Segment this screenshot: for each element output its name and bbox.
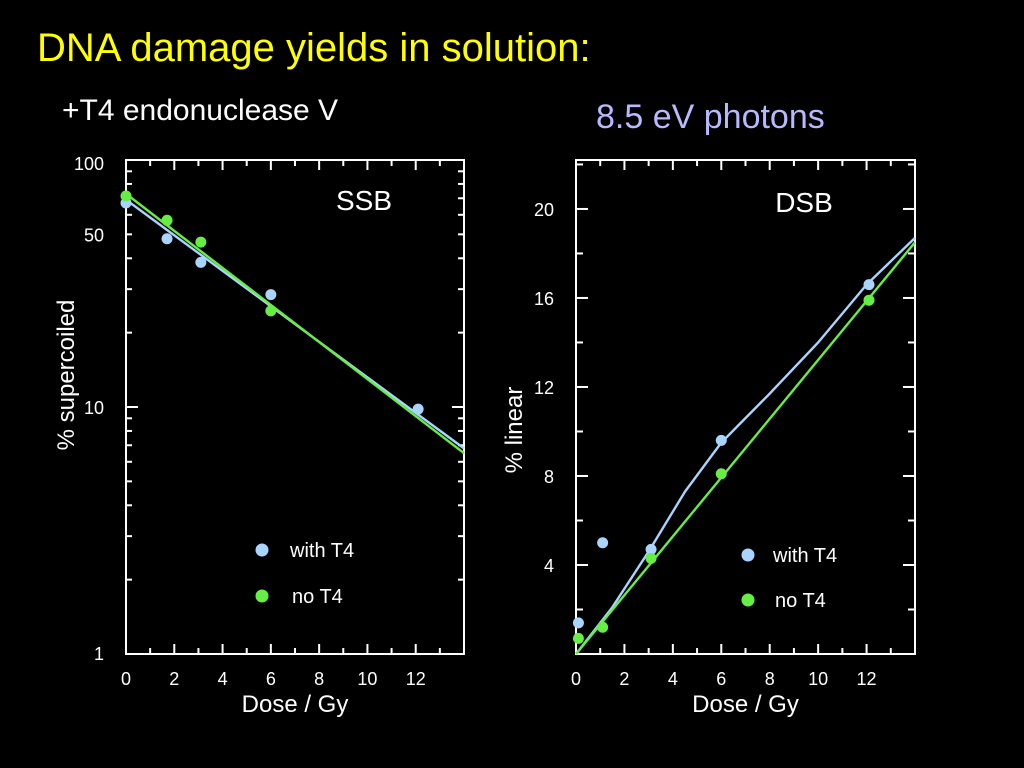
legend-marker-no-t4 bbox=[741, 593, 755, 607]
y-tick-label: 12 bbox=[534, 378, 554, 398]
data-point-with-t4 bbox=[597, 537, 609, 549]
data-point-no-t4 bbox=[715, 468, 727, 480]
y-tick-label: 10 bbox=[84, 398, 104, 418]
subtitle-enzyme: +T4 endonuclease V bbox=[62, 94, 339, 127]
legend-marker-with-t4 bbox=[255, 543, 269, 557]
plot-frame bbox=[575, 159, 916, 655]
data-point-no-t4 bbox=[120, 190, 132, 202]
x-tick-label: 4 bbox=[218, 669, 228, 689]
x-axis-label: Dose / Gy bbox=[692, 691, 799, 718]
x-tick-label: 10 bbox=[357, 669, 377, 689]
data-point-with-t4 bbox=[265, 289, 277, 301]
y-axis-label: % linear bbox=[501, 387, 528, 474]
data-point-with-t4 bbox=[161, 233, 173, 245]
legend-label: with T4 bbox=[772, 545, 837, 567]
y-tick-label: 20 bbox=[534, 200, 554, 220]
legend-marker-with-t4 bbox=[741, 548, 755, 562]
data-point-no-t4 bbox=[863, 294, 875, 306]
data-point-no-t4 bbox=[572, 632, 584, 644]
x-tick-label: 0 bbox=[121, 669, 131, 689]
data-point-no-t4 bbox=[597, 621, 609, 633]
slide-title: DNA damage yields in solution: bbox=[37, 26, 591, 70]
x-tick-label: 8 bbox=[314, 669, 324, 689]
legend-label: with T4 bbox=[289, 540, 354, 562]
data-point-no-t4 bbox=[265, 305, 277, 317]
y-tick-label: 16 bbox=[534, 289, 554, 309]
data-point-with-t4 bbox=[715, 434, 727, 446]
legend-label: no T4 bbox=[292, 586, 343, 608]
data-point-no-t4 bbox=[161, 214, 173, 226]
x-tick-label: 2 bbox=[619, 669, 629, 689]
fit-line-no-t4 bbox=[125, 192, 465, 455]
data-point-no-t4 bbox=[645, 552, 657, 564]
data-point-with-t4 bbox=[412, 403, 424, 415]
data-point-with-t4 bbox=[645, 543, 657, 555]
y-tick-label: 100 bbox=[74, 154, 104, 174]
legend-marker-no-t4 bbox=[255, 589, 269, 603]
x-tick-label: 0 bbox=[571, 669, 581, 689]
x-tick-label: 2 bbox=[169, 669, 179, 689]
x-tick-label: 12 bbox=[406, 669, 426, 689]
fit-line-no-t4 bbox=[575, 241, 916, 655]
y-tick-label: 50 bbox=[84, 225, 104, 245]
data-point-no-t4 bbox=[195, 236, 207, 248]
panel-title: DSB bbox=[775, 187, 833, 218]
x-tick-label: 8 bbox=[765, 669, 775, 689]
x-tick-label: 6 bbox=[716, 669, 726, 689]
y-axis-label: % supercoiled bbox=[53, 300, 80, 451]
y-tick-label: 1 bbox=[94, 644, 104, 664]
y-tick-label: 4 bbox=[544, 556, 554, 576]
x-tick-label: 10 bbox=[808, 669, 828, 689]
panel-title: SSB bbox=[336, 185, 392, 216]
legend-label: no T4 bbox=[775, 590, 826, 612]
subtitle-photons: 8.5 eV photons bbox=[596, 98, 825, 136]
data-point-with-t4 bbox=[572, 617, 584, 629]
x-tick-label: 6 bbox=[266, 669, 276, 689]
x-tick-label: 4 bbox=[668, 669, 678, 689]
data-point-with-t4 bbox=[195, 256, 207, 268]
x-tick-label: 12 bbox=[857, 669, 877, 689]
x-axis-label: Dose / Gy bbox=[242, 691, 349, 718]
data-point-with-t4 bbox=[863, 279, 875, 291]
y-tick-label: 8 bbox=[544, 467, 554, 487]
